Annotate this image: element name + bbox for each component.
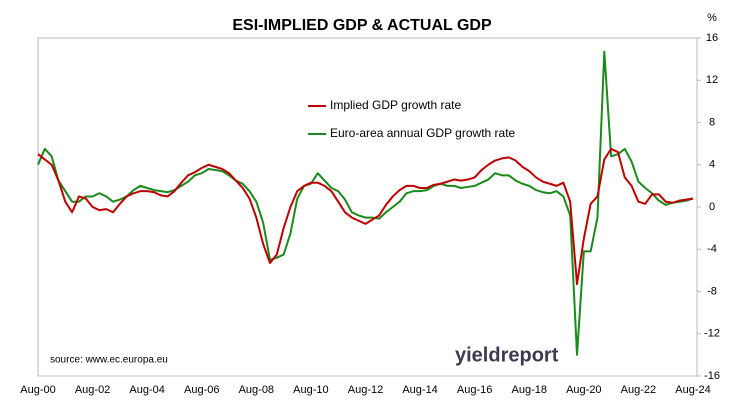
x-tick-label: Aug-12 bbox=[348, 384, 383, 396]
x-tick-label: Aug-14 bbox=[402, 384, 437, 396]
x-tick-label: Aug-08 bbox=[239, 384, 274, 396]
x-tick-label: Aug-06 bbox=[184, 384, 219, 396]
y-unit: % bbox=[707, 12, 717, 24]
x-tick-label: Aug-18 bbox=[512, 384, 547, 396]
y-tick-label: -8 bbox=[707, 285, 717, 297]
x-tick-label: Aug-16 bbox=[457, 384, 492, 396]
source: source: www.ec.europa.eu bbox=[50, 355, 168, 366]
legend-label: Euro-area annual GDP growth rate bbox=[330, 126, 516, 140]
series-line bbox=[37, 50, 694, 356]
y-tick-label: 16 bbox=[706, 32, 718, 44]
watermark: yieldreport bbox=[455, 344, 559, 366]
y-tick-label: -12 bbox=[704, 328, 720, 340]
y-tick-label: 4 bbox=[709, 159, 715, 171]
y-tick-label: -4 bbox=[707, 243, 717, 255]
x-tick-label: Aug-00 bbox=[20, 384, 55, 396]
x-tick-label: Aug-02 bbox=[75, 384, 110, 396]
x-tick-label: Aug-22 bbox=[621, 384, 656, 396]
x-tick-label: Aug-24 bbox=[675, 384, 710, 396]
y-tick-label: 12 bbox=[706, 74, 718, 86]
y-tick-label: 8 bbox=[709, 116, 715, 128]
series-line bbox=[37, 147, 694, 286]
y-tick-label: -16 bbox=[704, 370, 720, 382]
chart-title: ESI-IMPLIED GDP & ACTUAL GDP bbox=[232, 17, 492, 34]
legend-label: Implied GDP growth rate bbox=[330, 98, 461, 112]
x-tick-label: Aug-04 bbox=[129, 384, 164, 396]
x-tick-label: Aug-10 bbox=[293, 384, 328, 396]
x-tick-label: Aug-20 bbox=[566, 384, 601, 396]
y-tick-label: 0 bbox=[709, 201, 715, 213]
